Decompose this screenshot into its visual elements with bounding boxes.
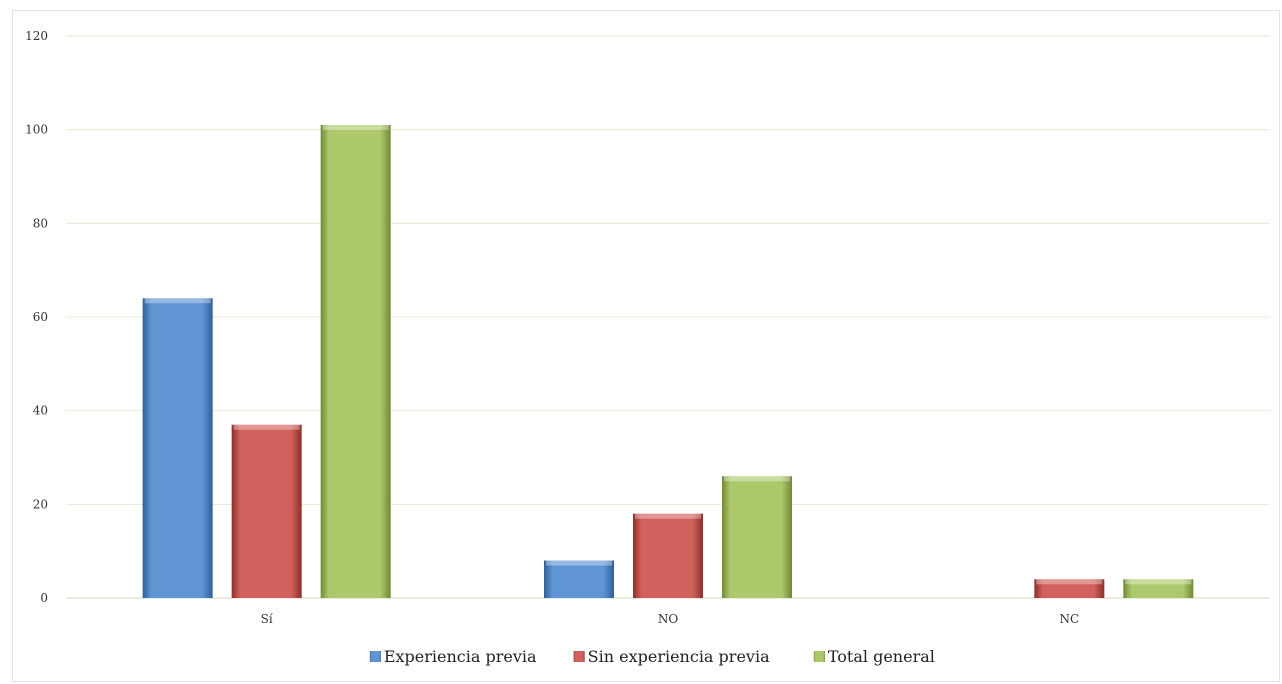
bar-total-general-1 — [722, 476, 792, 598]
x-category-label: Sí — [261, 612, 273, 626]
y-tick-label: 80 — [33, 216, 48, 230]
bar-sin-experiencia-previa-0 — [231, 424, 302, 598]
bar-sin-experiencia-previa-2 — [1034, 579, 1105, 598]
bar-highlight — [724, 476, 790, 482]
legend-swatch[interactable] — [813, 651, 825, 662]
y-tick-label: 40 — [33, 404, 48, 418]
bar-highlight — [635, 513, 701, 519]
bar-highlight — [322, 124, 389, 130]
bar-highlight — [1036, 579, 1103, 585]
legend-label[interactable]: Sin experiencia previa — [588, 647, 770, 666]
bar-highlight — [1125, 579, 1192, 585]
x-axis-labels: Sí NO NC — [261, 612, 1080, 626]
bar-experiencia-previa-0 — [142, 298, 213, 598]
y-tick-label: 0 — [40, 591, 48, 605]
y-tick-label: 100 — [25, 123, 48, 137]
x-category-label: NC — [1059, 612, 1079, 626]
bars — [142, 124, 1194, 598]
legend-label[interactable]: Experiencia previa — [384, 647, 537, 666]
y-tick-label: 60 — [33, 310, 48, 324]
legend-swatch[interactable] — [573, 651, 585, 662]
x-category-label: NO — [658, 612, 679, 626]
bar-highlight — [546, 560, 612, 566]
legend-swatch[interactable] — [369, 651, 381, 662]
legend[interactable]: Experiencia previa Sin experiencia previa… — [369, 647, 935, 666]
bar-highlight — [144, 298, 211, 304]
bar-highlight — [233, 424, 300, 430]
y-tick-label: 120 — [25, 29, 48, 43]
bar-total-general-2 — [1123, 579, 1194, 598]
legend-label[interactable]: Total general — [828, 647, 935, 666]
bar-sin-experiencia-previa-1 — [633, 513, 703, 598]
bar-experiencia-previa-1 — [544, 560, 614, 598]
bar-total-general-0 — [320, 124, 391, 598]
y-tick-label: 20 — [33, 497, 48, 511]
y-axis-ticks: 0 20 40 60 80 100 120 — [25, 29, 48, 605]
